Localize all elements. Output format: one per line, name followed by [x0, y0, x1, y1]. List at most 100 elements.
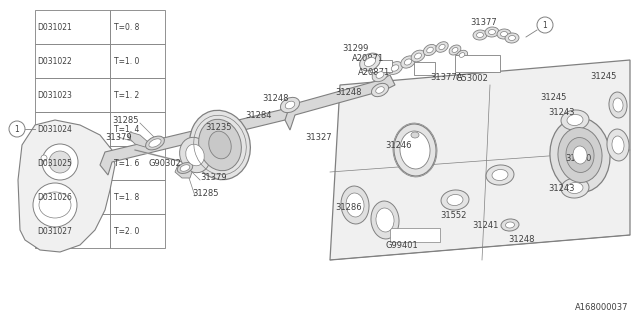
Circle shape: [41, 155, 47, 161]
Polygon shape: [455, 55, 500, 72]
Circle shape: [537, 17, 553, 33]
Ellipse shape: [558, 128, 602, 182]
Ellipse shape: [186, 144, 204, 166]
Polygon shape: [110, 146, 165, 180]
Text: G99401: G99401: [385, 242, 418, 251]
Text: 31299: 31299: [342, 44, 369, 52]
Ellipse shape: [505, 33, 519, 43]
Ellipse shape: [209, 131, 231, 159]
Ellipse shape: [376, 72, 384, 78]
Ellipse shape: [149, 139, 161, 147]
Ellipse shape: [509, 36, 515, 41]
Polygon shape: [18, 120, 115, 252]
Ellipse shape: [550, 117, 610, 192]
Ellipse shape: [607, 129, 629, 161]
Polygon shape: [285, 75, 395, 130]
Ellipse shape: [441, 190, 469, 210]
Text: 31241: 31241: [472, 220, 499, 229]
Polygon shape: [35, 78, 110, 112]
Ellipse shape: [280, 97, 300, 113]
Ellipse shape: [411, 132, 419, 138]
Ellipse shape: [401, 56, 415, 68]
Text: 31284: 31284: [245, 110, 271, 119]
Ellipse shape: [364, 57, 376, 67]
Text: 31246: 31246: [385, 140, 412, 149]
Polygon shape: [35, 10, 110, 44]
Ellipse shape: [612, 136, 624, 154]
Ellipse shape: [439, 44, 445, 50]
Ellipse shape: [387, 61, 403, 75]
Text: T=1. 6: T=1. 6: [114, 158, 140, 167]
Ellipse shape: [609, 92, 627, 118]
Text: 31379: 31379: [200, 172, 227, 181]
Polygon shape: [370, 60, 392, 72]
Polygon shape: [110, 10, 165, 44]
Text: D031025: D031025: [37, 158, 72, 167]
Ellipse shape: [371, 84, 388, 97]
Text: 31248: 31248: [508, 236, 534, 244]
Ellipse shape: [427, 47, 433, 53]
Text: 31240: 31240: [566, 154, 592, 163]
Polygon shape: [390, 228, 440, 242]
Ellipse shape: [566, 138, 594, 172]
Polygon shape: [110, 112, 165, 146]
Text: 31248: 31248: [335, 87, 362, 97]
Ellipse shape: [488, 29, 495, 35]
Ellipse shape: [561, 110, 589, 130]
Ellipse shape: [456, 50, 468, 60]
Ellipse shape: [415, 53, 422, 59]
Ellipse shape: [447, 195, 463, 205]
Polygon shape: [128, 132, 148, 147]
Polygon shape: [414, 62, 435, 75]
Text: G53002: G53002: [455, 74, 488, 83]
Text: T=0. 8: T=0. 8: [114, 22, 140, 31]
Ellipse shape: [501, 219, 519, 231]
Text: T=2. 0: T=2. 0: [114, 227, 140, 236]
Circle shape: [42, 144, 78, 180]
Ellipse shape: [391, 65, 399, 71]
Ellipse shape: [394, 124, 436, 176]
Text: G90302: G90302: [148, 158, 181, 167]
Text: 31552: 31552: [440, 211, 467, 220]
Ellipse shape: [477, 33, 483, 37]
Text: 31285: 31285: [112, 116, 138, 124]
Ellipse shape: [180, 137, 211, 173]
Circle shape: [49, 151, 71, 173]
Ellipse shape: [285, 101, 295, 109]
Ellipse shape: [376, 208, 394, 232]
Ellipse shape: [486, 165, 514, 185]
Ellipse shape: [341, 186, 369, 224]
Text: 31379: 31379: [105, 132, 132, 141]
Polygon shape: [175, 165, 192, 178]
Ellipse shape: [400, 131, 430, 169]
Ellipse shape: [411, 50, 425, 62]
Polygon shape: [35, 180, 110, 214]
Ellipse shape: [449, 45, 461, 55]
Text: 31235: 31235: [205, 123, 232, 132]
Polygon shape: [35, 112, 110, 146]
Ellipse shape: [180, 165, 190, 171]
Text: 31286: 31286: [335, 204, 362, 212]
Ellipse shape: [500, 31, 508, 36]
Ellipse shape: [460, 52, 465, 57]
Circle shape: [33, 183, 77, 227]
Text: T=1. 2: T=1. 2: [114, 91, 140, 100]
Text: 31243: 31243: [548, 183, 575, 193]
Text: 31377: 31377: [470, 18, 497, 27]
Polygon shape: [35, 44, 110, 78]
Ellipse shape: [492, 170, 508, 180]
Ellipse shape: [371, 201, 399, 239]
Polygon shape: [35, 214, 110, 248]
Text: T=1. 8: T=1. 8: [114, 193, 140, 202]
Ellipse shape: [452, 47, 458, 52]
Text: 31285: 31285: [192, 188, 218, 197]
Ellipse shape: [189, 110, 250, 180]
Text: A20871: A20871: [358, 68, 390, 76]
Ellipse shape: [198, 119, 241, 171]
Ellipse shape: [346, 193, 364, 217]
Polygon shape: [35, 146, 110, 180]
Text: 1: 1: [543, 20, 547, 29]
Ellipse shape: [497, 29, 511, 39]
Ellipse shape: [567, 182, 583, 194]
Ellipse shape: [376, 87, 384, 93]
